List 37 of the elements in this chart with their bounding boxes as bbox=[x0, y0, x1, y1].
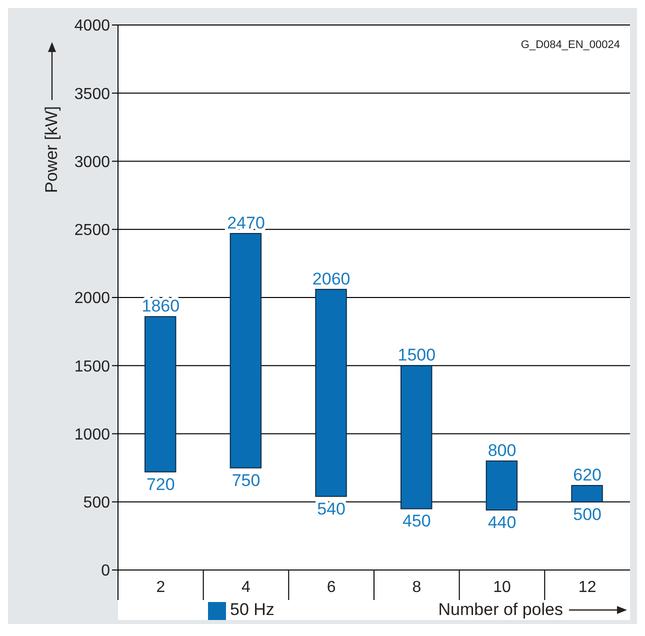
annotation: 720 bbox=[146, 474, 175, 494]
annotation: G_D084_EN_00024 bbox=[520, 39, 620, 51]
x-axis-title: Number of poles bbox=[438, 600, 563, 620]
bar bbox=[144, 316, 176, 472]
bar bbox=[486, 460, 518, 511]
y-tick-label: 1500 bbox=[74, 358, 110, 376]
annotation: 750 bbox=[232, 470, 260, 490]
x-tick-label: 2 bbox=[156, 579, 166, 596]
x-tick-label: 6 bbox=[326, 579, 336, 596]
x-tick-label: 10 bbox=[493, 579, 511, 596]
annotation: 500 bbox=[573, 504, 602, 524]
legend-label: 50 Hz bbox=[230, 600, 274, 619]
annotation: 800 bbox=[488, 441, 516, 460]
y-tick-label: 1000 bbox=[74, 426, 110, 444]
x-tick-label: 4 bbox=[242, 579, 251, 596]
annotation: 2470 bbox=[227, 213, 265, 232]
annotation: 1500 bbox=[398, 346, 436, 365]
y-tick-label: 0 bbox=[101, 562, 110, 580]
annotation: 620 bbox=[573, 466, 602, 485]
annotation: 1860 bbox=[142, 296, 180, 316]
y-tick-label: 500 bbox=[83, 494, 110, 512]
annotation: 450 bbox=[402, 512, 431, 531]
x-tick-label: 8 bbox=[412, 579, 422, 596]
annotation: 440 bbox=[488, 513, 516, 532]
bar bbox=[571, 485, 603, 502]
annotation: 2060 bbox=[312, 269, 350, 288]
y-tick-label: 3500 bbox=[74, 86, 110, 103]
y-tick-label: 2000 bbox=[74, 290, 110, 308]
bar bbox=[230, 232, 262, 468]
bar bbox=[400, 365, 432, 510]
y-tick-label: 4000 bbox=[74, 18, 110, 35]
annotation: 540 bbox=[317, 499, 346, 518]
y-tick-label: 3000 bbox=[74, 154, 110, 171]
y-tick-label: 2500 bbox=[74, 222, 110, 240]
y-axis-title: Power [kW] bbox=[42, 106, 62, 193]
x-tick-label: 12 bbox=[578, 579, 596, 596]
bar bbox=[315, 288, 347, 497]
